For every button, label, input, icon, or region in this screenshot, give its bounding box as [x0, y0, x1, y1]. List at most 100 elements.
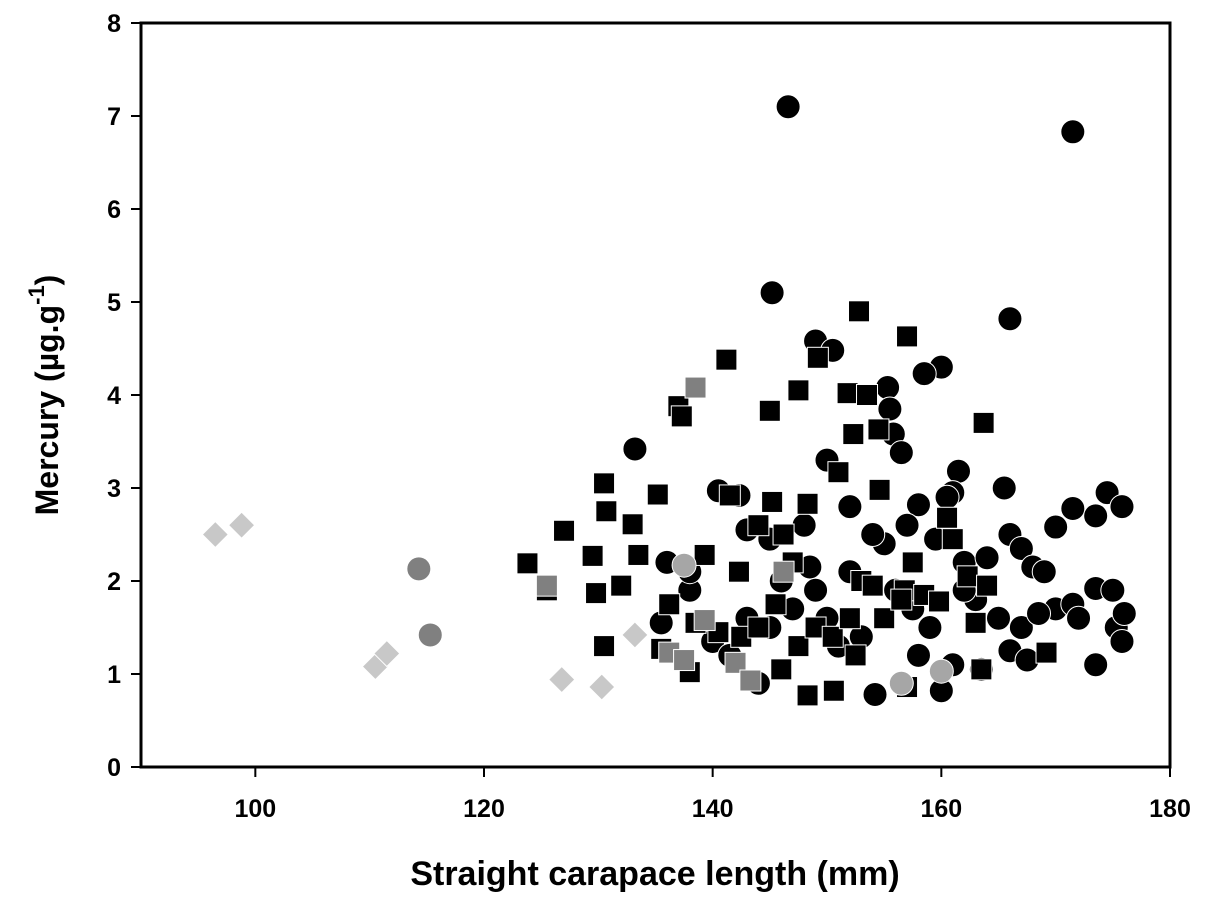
- circle-point: [1109, 628, 1135, 654]
- square-point: [646, 483, 669, 506]
- square-point: [553, 519, 576, 542]
- circle-point: [905, 642, 931, 668]
- square-point: [848, 300, 871, 323]
- square-point: [867, 418, 890, 441]
- circle-point: [1066, 605, 1092, 631]
- x-tick-label: 120: [463, 795, 505, 823]
- square-point: [890, 588, 913, 611]
- square-point: [976, 574, 999, 597]
- circle-point: [1043, 514, 1069, 540]
- y-tick-label: 6: [107, 196, 121, 224]
- square-point: [873, 607, 896, 630]
- square-point: [796, 684, 819, 707]
- circle-point: [862, 681, 888, 707]
- circle-point: [1060, 119, 1086, 145]
- square-point: [821, 625, 844, 648]
- square-point: [796, 492, 819, 515]
- circle-point: [928, 658, 954, 684]
- circle-point: [1008, 615, 1034, 640]
- circle-point: [991, 475, 1017, 501]
- square-point: [684, 376, 707, 399]
- circle-point: [1031, 559, 1057, 585]
- circle-point: [791, 512, 817, 538]
- square-point: [739, 669, 762, 692]
- circle-point: [894, 512, 920, 538]
- square-point: [787, 379, 810, 402]
- square-point: [535, 574, 558, 597]
- square-point: [1035, 641, 1058, 664]
- square-point: [956, 565, 979, 588]
- square-point: [842, 423, 865, 446]
- square-point: [673, 649, 696, 672]
- diamond-point: [588, 673, 616, 701]
- square-point: [610, 574, 633, 597]
- square-point: [941, 528, 964, 551]
- circle-point: [671, 552, 697, 578]
- y-label-end: ): [29, 275, 65, 286]
- square-point: [972, 411, 995, 434]
- diamond-point: [548, 665, 576, 694]
- y-label-text: Mercury (µg.g: [29, 305, 65, 515]
- square-point: [516, 552, 539, 575]
- square-point: [747, 616, 770, 639]
- square-point: [693, 609, 716, 632]
- x-axis-label: Straight carapace length (mm): [410, 855, 899, 893]
- circle-point: [1026, 601, 1052, 627]
- y-tick-label: 7: [107, 103, 121, 131]
- square-point: [838, 607, 861, 630]
- circle-point: [622, 436, 648, 462]
- circle-point: [875, 375, 901, 401]
- circle-point: [1109, 494, 1135, 520]
- y-tick-label: 3: [107, 475, 121, 503]
- circle-point: [877, 396, 903, 422]
- circle-point: [759, 280, 785, 306]
- y-axis-label: Mercury (µg.g-1): [24, 275, 65, 516]
- circle-point: [1111, 601, 1137, 627]
- square-point: [772, 560, 795, 583]
- square-point: [718, 484, 741, 507]
- square-point: [806, 346, 829, 369]
- square-point: [621, 513, 644, 536]
- square-point: [758, 399, 781, 422]
- square-point: [901, 551, 924, 574]
- square-point: [595, 500, 618, 523]
- circle-point: [1083, 652, 1109, 678]
- circle-point: [803, 577, 829, 603]
- diamond-point: [201, 520, 230, 549]
- circle-point: [888, 670, 914, 696]
- square-point: [761, 490, 784, 513]
- circle-point: [1014, 647, 1040, 673]
- square-point: [627, 543, 650, 566]
- square-point: [970, 658, 993, 681]
- square-point: [747, 514, 770, 537]
- circle-point: [837, 494, 863, 520]
- square-point: [822, 679, 845, 702]
- square-point: [861, 574, 884, 597]
- x-tick-label: 140: [692, 795, 734, 823]
- y-tick-label: 8: [107, 10, 121, 38]
- circle-point: [1083, 503, 1109, 529]
- circle-point: [986, 605, 1011, 631]
- square-point: [593, 635, 616, 658]
- circle-point: [997, 306, 1023, 332]
- y-tick-label: 1: [107, 661, 121, 689]
- square-point: [581, 544, 604, 567]
- square-point: [844, 644, 867, 667]
- square-point: [724, 651, 747, 674]
- circle-point: [860, 522, 886, 547]
- square-point: [928, 590, 951, 613]
- square-point: [896, 325, 919, 348]
- circle-point: [917, 615, 943, 640]
- square-point: [715, 348, 738, 371]
- square-point: [670, 405, 693, 428]
- diamond-point: [227, 511, 256, 539]
- square-point: [964, 611, 987, 634]
- circle-point: [911, 361, 937, 387]
- circle-point: [775, 94, 801, 120]
- y-label-sup: -1: [24, 285, 49, 305]
- y-tick-label: 5: [107, 289, 121, 317]
- square-point: [787, 635, 810, 658]
- x-tick-label: 160: [920, 795, 962, 823]
- diamond-point: [621, 621, 649, 649]
